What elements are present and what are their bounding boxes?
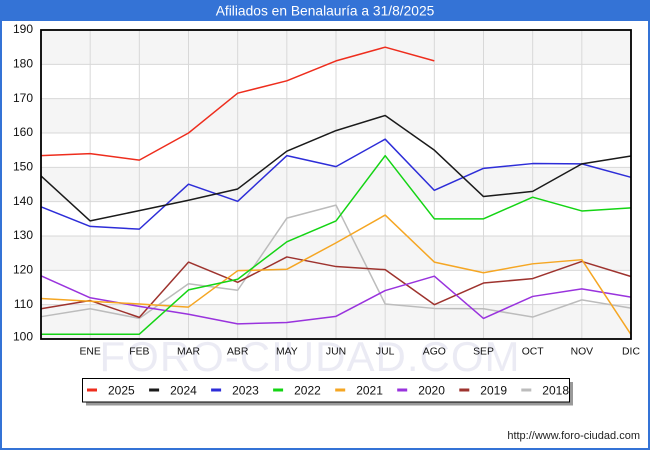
svg-text:170: 170: [13, 91, 33, 105]
svg-text:160: 160: [13, 125, 33, 139]
svg-text:ABR: ABR: [227, 347, 249, 358]
svg-text:150: 150: [13, 160, 33, 174]
svg-text:130: 130: [13, 228, 33, 242]
svg-text:OCT: OCT: [522, 347, 545, 358]
svg-text:Afiliados en Benalauría a 31/8: Afiliados en Benalauría a 31/8/2025: [216, 4, 435, 19]
svg-text:ENE: ENE: [79, 347, 100, 358]
svg-text:180: 180: [13, 57, 33, 71]
svg-text:http://www.foro-ciudad.com: http://www.foro-ciudad.com: [507, 430, 640, 442]
svg-text:2023: 2023: [232, 383, 259, 397]
svg-text:2021: 2021: [356, 383, 383, 397]
svg-text:190: 190: [13, 22, 33, 36]
svg-text:2025: 2025: [108, 383, 135, 397]
svg-text:110: 110: [14, 297, 33, 311]
svg-text:MAY: MAY: [276, 347, 298, 358]
svg-text:AGO: AGO: [423, 347, 446, 358]
svg-text:2020: 2020: [418, 383, 445, 397]
svg-text:2019: 2019: [480, 383, 507, 397]
svg-text:2018: 2018: [542, 383, 569, 397]
svg-text:JUN: JUN: [326, 347, 346, 358]
svg-text:DIC: DIC: [622, 347, 640, 358]
svg-text:FEB: FEB: [129, 347, 149, 358]
svg-text:SEP: SEP: [473, 347, 494, 358]
svg-text:FORO-CIUDAD.COM: FORO-CIUDAD.COM: [100, 333, 521, 380]
svg-text:MAR: MAR: [177, 347, 201, 358]
svg-text:2024: 2024: [170, 383, 197, 397]
svg-text:120: 120: [13, 263, 33, 277]
svg-text:2022: 2022: [294, 383, 321, 397]
svg-text:140: 140: [13, 194, 33, 208]
svg-text:100: 100: [13, 330, 33, 344]
svg-text:NOV: NOV: [571, 347, 594, 358]
svg-text:JUL: JUL: [376, 347, 395, 358]
